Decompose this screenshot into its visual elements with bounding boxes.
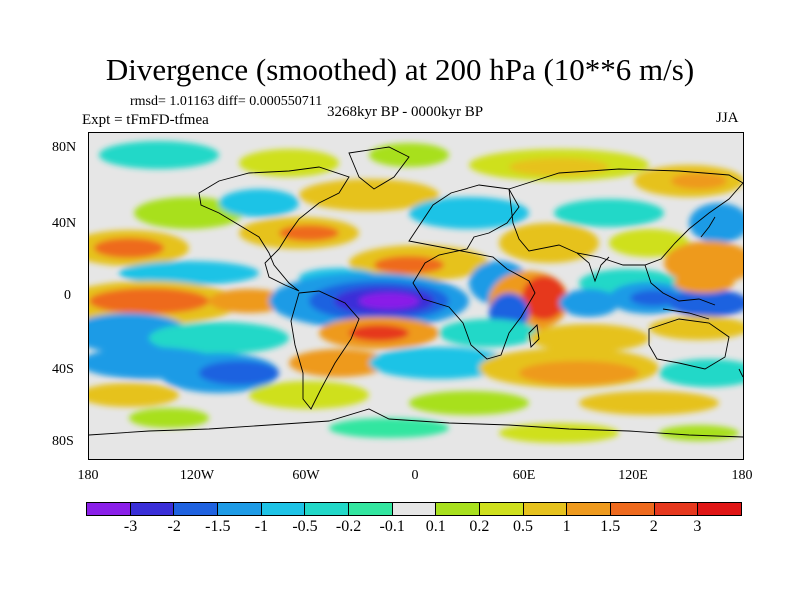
colorbar-swatch bbox=[697, 503, 742, 515]
colorbar-label: -2 bbox=[167, 518, 181, 535]
colorbar-swatch bbox=[129, 503, 174, 515]
experiment-label: Expt = tFmFD-tfmea bbox=[82, 112, 209, 128]
lon-label-120e: 120E bbox=[618, 468, 648, 483]
colorbar-swatch bbox=[260, 503, 305, 515]
colorbar-swatch bbox=[653, 503, 698, 515]
colorbar-swatch bbox=[479, 503, 523, 515]
coastlines bbox=[89, 146, 743, 438]
field-blobs bbox=[89, 141, 743, 443]
colorbar-label: 0.2 bbox=[469, 518, 490, 535]
colorbar bbox=[86, 502, 742, 516]
map-title: Divergence (smoothed) at 200 hPa (10**6 … bbox=[105, 52, 695, 87]
colorbar-label: 1.5 bbox=[600, 518, 621, 535]
lon-label-60w: 60W bbox=[292, 468, 320, 483]
lon-label-60e: 60E bbox=[512, 468, 536, 483]
stats-label: rmsd= 1.01163 diff= 0.000550711 bbox=[130, 94, 323, 109]
colorbar-swatch bbox=[304, 503, 349, 515]
lon-label-180e: 180 bbox=[731, 468, 753, 483]
colorbar-label: -0.1 bbox=[379, 518, 405, 535]
lat-label-eq: 0 bbox=[64, 288, 71, 303]
colorbar-label: -0.2 bbox=[335, 518, 362, 535]
colorbar-swatch bbox=[391, 503, 436, 515]
colorbar-label: 2 bbox=[649, 518, 658, 535]
colorbar-label: 3 bbox=[693, 518, 702, 535]
lat-label-40n: 40N bbox=[52, 216, 77, 231]
colorbar-label: -0.5 bbox=[292, 518, 318, 535]
colorbar-label: 0.5 bbox=[513, 518, 533, 535]
divergence-map bbox=[88, 132, 744, 460]
colorbar-label: -1 bbox=[254, 518, 269, 535]
colorbar-swatch bbox=[217, 503, 261, 515]
lat-label-80n: 80N bbox=[52, 140, 77, 155]
colorbar-label: 0.1 bbox=[425, 518, 446, 535]
colorbar-swatch bbox=[348, 503, 392, 515]
lon-label-0: 0 bbox=[411, 468, 419, 483]
colorbar-swatch bbox=[522, 503, 567, 515]
lat-label-80s: 80S bbox=[52, 434, 74, 449]
lon-label-180w: 180 bbox=[77, 468, 99, 483]
season-label: JJA bbox=[716, 110, 739, 126]
lon-label-120w: 120W bbox=[179, 468, 215, 483]
colorbar-swatch bbox=[87, 503, 130, 515]
period-label: 3268kyr BP - 0000kyr BP bbox=[326, 104, 484, 120]
colorbar-swatch bbox=[435, 503, 480, 515]
colorbar-label: -3 bbox=[123, 518, 138, 535]
colorbar-label: 1 bbox=[562, 518, 571, 535]
lat-label-40s: 40S bbox=[52, 362, 74, 377]
colorbar-swatch bbox=[566, 503, 611, 515]
colorbar-swatch bbox=[610, 503, 654, 515]
colorbar-swatch bbox=[173, 503, 218, 515]
colorbar-label: -1.5 bbox=[205, 518, 231, 535]
